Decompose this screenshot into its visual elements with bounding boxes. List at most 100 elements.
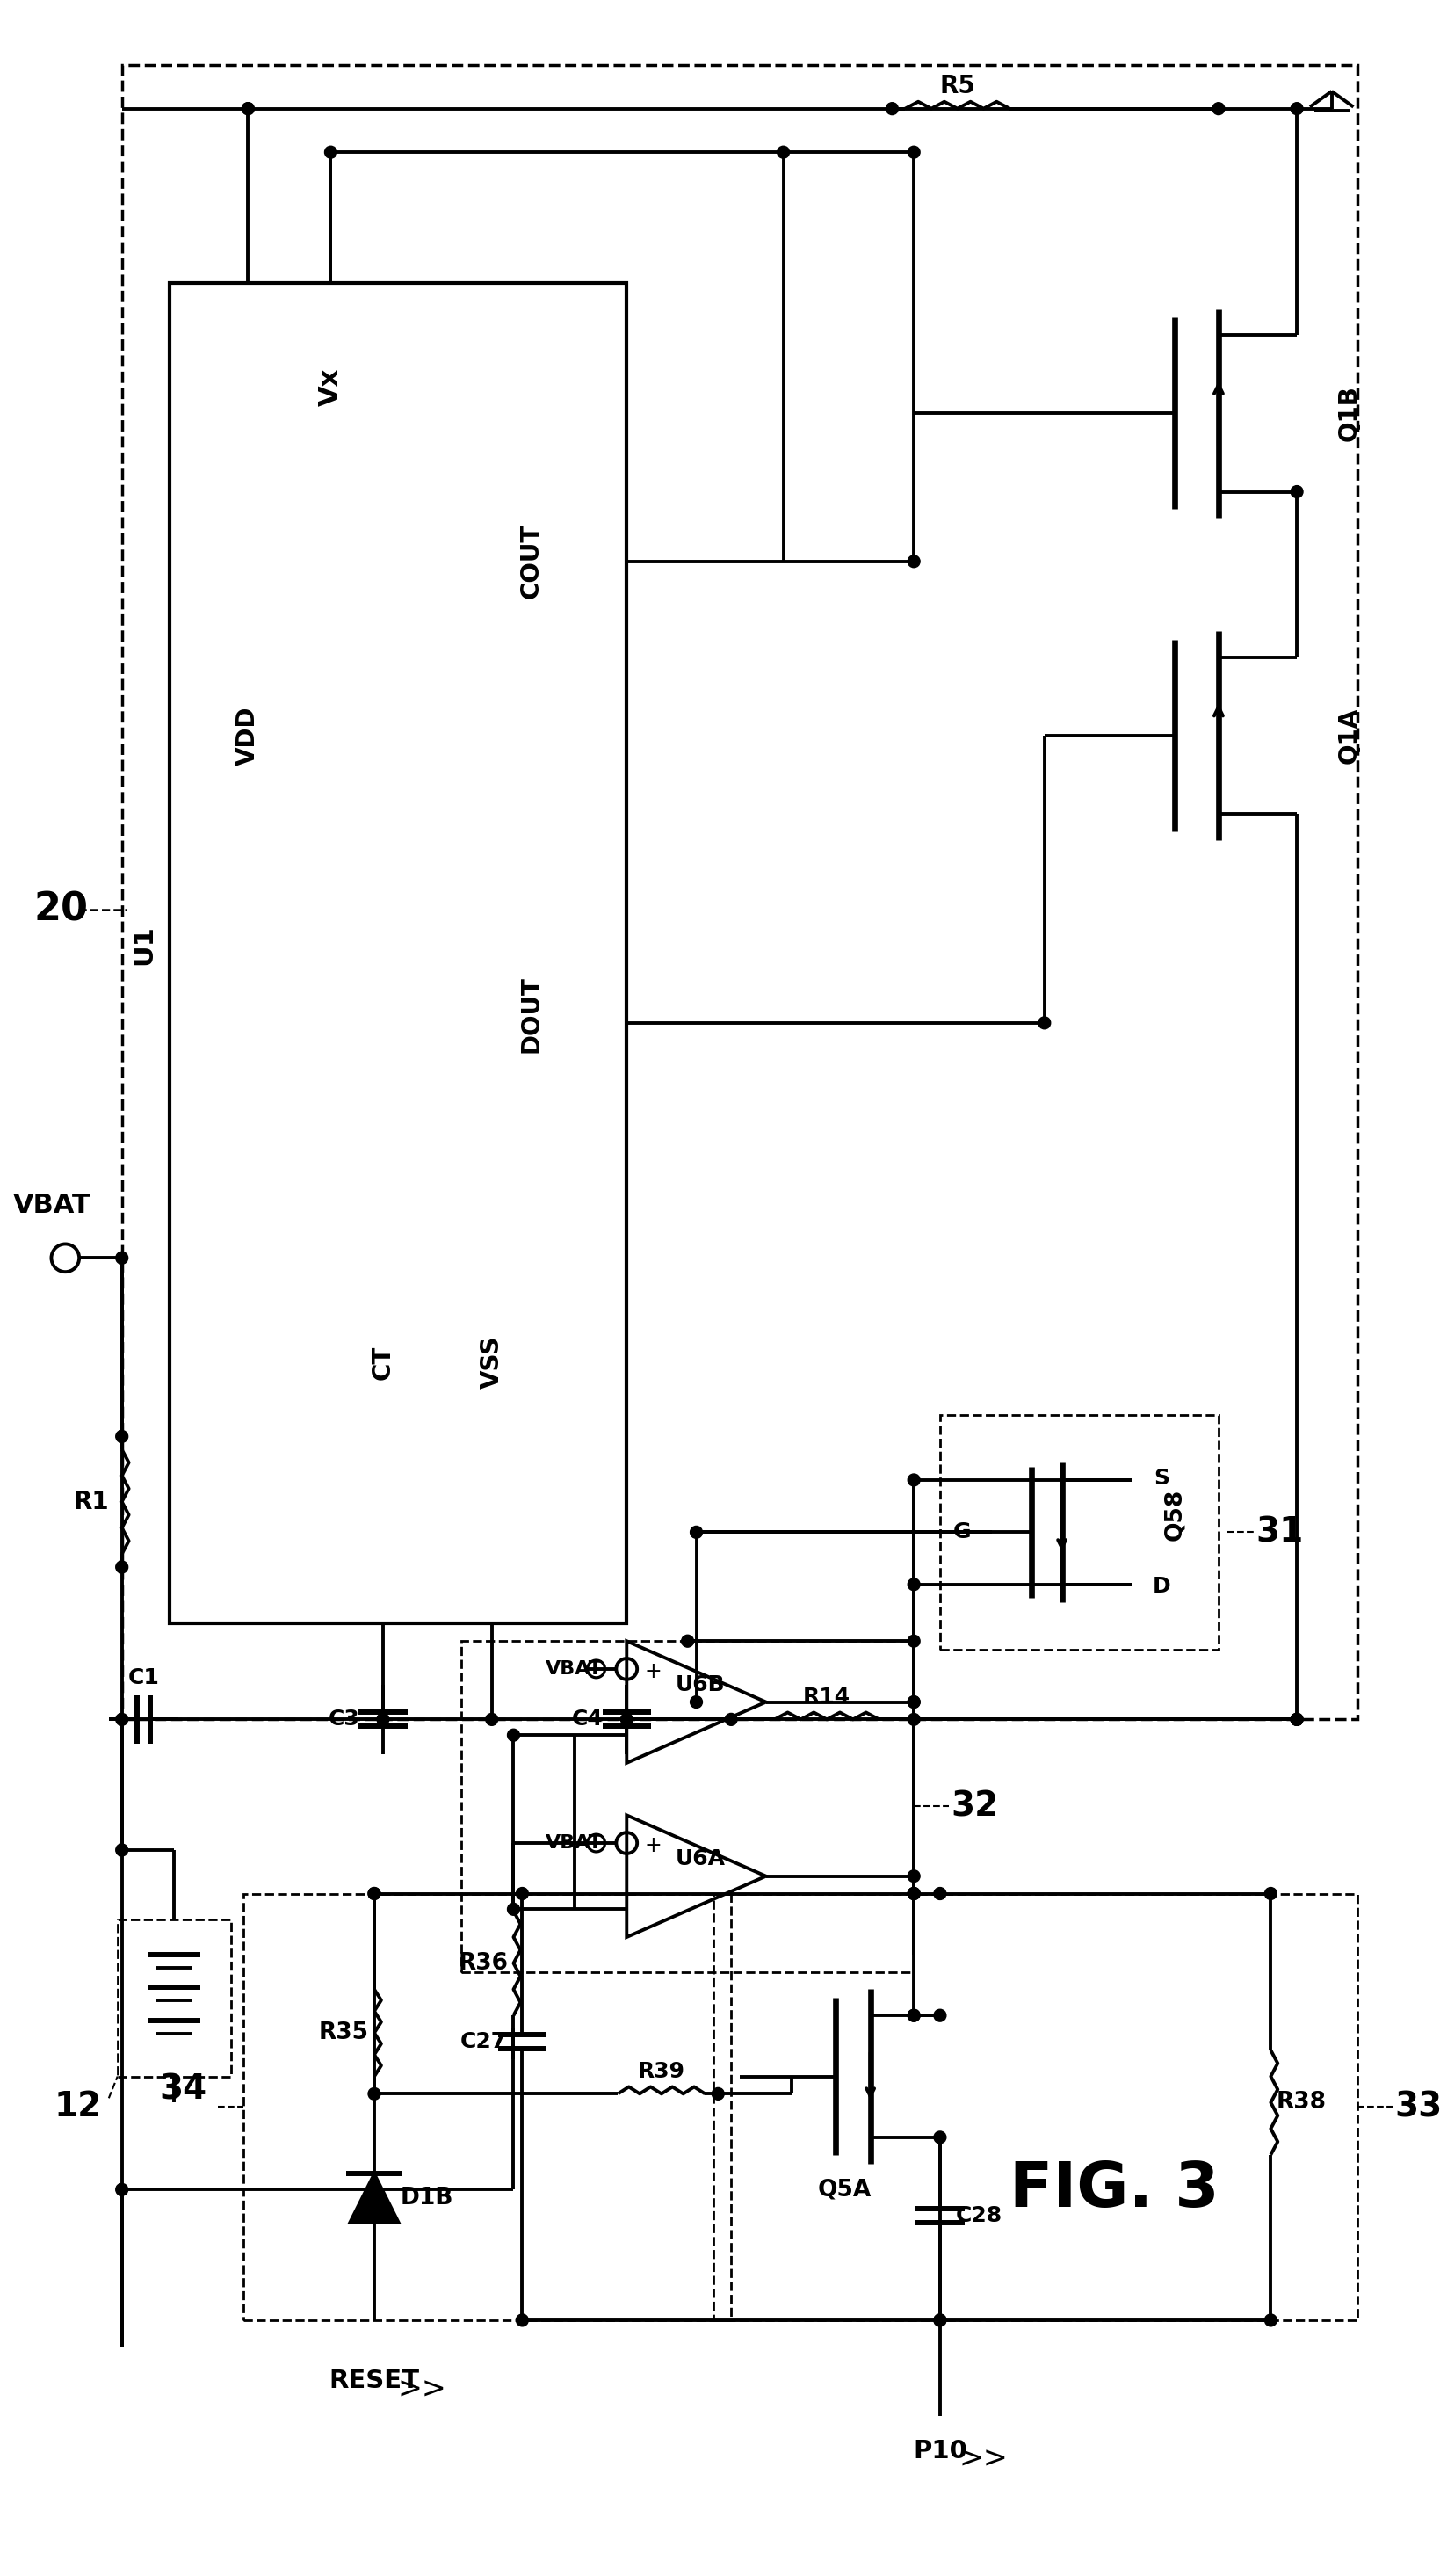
Text: C4: C4 (572, 1708, 603, 1731)
Circle shape (242, 103, 253, 116)
Circle shape (115, 1561, 128, 1574)
Text: G: G (952, 1522, 971, 1543)
Circle shape (1038, 1018, 1050, 1028)
Circle shape (1264, 1888, 1276, 1899)
Text: FIG. 3: FIG. 3 (1008, 2159, 1218, 2221)
Circle shape (369, 2087, 380, 2099)
Text: P10: P10 (913, 2439, 966, 2463)
Circle shape (907, 1473, 919, 1486)
Circle shape (507, 1904, 520, 1917)
Circle shape (516, 2313, 528, 2326)
Text: RESET: RESET (328, 2370, 419, 2393)
Circle shape (907, 1636, 919, 1646)
Text: R5: R5 (939, 75, 975, 98)
Circle shape (907, 2009, 919, 2022)
Text: U1: U1 (131, 925, 157, 963)
Text: COUT: COUT (518, 523, 543, 598)
Text: R39: R39 (638, 2061, 685, 2081)
Text: U6B: U6B (675, 1674, 726, 1695)
Circle shape (690, 1695, 701, 1708)
Text: VDD: VDD (236, 706, 261, 765)
Circle shape (907, 1695, 919, 1708)
Text: Q58: Q58 (1164, 1489, 1185, 1540)
Circle shape (115, 2184, 128, 2195)
Text: Q5A: Q5A (816, 2179, 871, 2200)
Text: C3: C3 (328, 1708, 360, 1731)
Circle shape (1290, 1713, 1302, 1726)
Bar (170, 283, 626, 1623)
Text: C1: C1 (128, 1667, 160, 1687)
Circle shape (907, 1713, 919, 1726)
Circle shape (933, 2313, 946, 2326)
Bar (713, 1893, 1356, 2321)
Bar (122, 64, 1356, 1718)
Text: VSS: VSS (480, 1337, 504, 1388)
Circle shape (507, 1728, 520, 1741)
Text: 34: 34 (158, 2074, 206, 2107)
Circle shape (690, 1525, 701, 1538)
Text: VBAT: VBAT (13, 1193, 91, 1218)
Text: R14: R14 (802, 1687, 850, 1708)
Circle shape (907, 1888, 919, 1899)
Text: U6A: U6A (675, 1847, 726, 1870)
Circle shape (907, 1888, 919, 1899)
Circle shape (907, 147, 919, 157)
Circle shape (485, 1713, 498, 1726)
Text: D: D (1152, 1577, 1171, 1597)
Circle shape (621, 1713, 632, 1726)
Text: 31: 31 (1254, 1515, 1303, 1548)
Circle shape (933, 2009, 946, 2022)
Circle shape (933, 2130, 946, 2143)
Text: C27: C27 (459, 2030, 505, 2053)
Circle shape (933, 2313, 946, 2326)
Circle shape (1264, 2313, 1276, 2326)
Text: R38: R38 (1276, 2092, 1325, 2115)
Text: VBAT: VBAT (546, 1659, 602, 1677)
Circle shape (242, 103, 253, 116)
Polygon shape (350, 2174, 399, 2223)
Circle shape (886, 103, 897, 116)
Circle shape (115, 1430, 128, 1443)
Bar (461, 1641, 913, 1971)
Bar (939, 1414, 1218, 1649)
Circle shape (933, 1888, 946, 1899)
Text: D1B: D1B (400, 2187, 452, 2210)
Text: >>: >> (959, 2445, 1008, 2473)
Bar (118, 1919, 230, 2076)
Text: VBAT: VBAT (546, 1834, 602, 1852)
Circle shape (907, 1870, 919, 1883)
Text: +: + (644, 1834, 661, 1857)
Circle shape (1290, 103, 1302, 116)
Text: R36: R36 (458, 1953, 508, 1976)
Circle shape (115, 1252, 128, 1265)
Text: CT: CT (370, 1345, 395, 1381)
Circle shape (1211, 103, 1224, 116)
Text: R1: R1 (73, 1489, 109, 1515)
Text: C28: C28 (955, 2205, 1002, 2226)
Circle shape (907, 1579, 919, 1589)
Bar (243, 1893, 730, 2321)
Circle shape (1290, 1713, 1302, 1726)
Circle shape (516, 1888, 528, 1899)
Circle shape (776, 147, 789, 157)
Text: Vx: Vx (318, 368, 343, 407)
Circle shape (907, 556, 919, 567)
Text: Q1A: Q1A (1336, 708, 1361, 765)
Text: 32: 32 (950, 1790, 998, 1824)
Text: 33: 33 (1394, 2089, 1440, 2123)
Circle shape (115, 1713, 128, 1726)
Text: R35: R35 (318, 2022, 369, 2045)
Circle shape (907, 1695, 919, 1708)
Text: 12: 12 (55, 2089, 102, 2123)
Circle shape (724, 1713, 737, 1726)
Circle shape (907, 1888, 919, 1899)
Text: 20: 20 (33, 891, 88, 927)
Text: S: S (1153, 1468, 1169, 1489)
Text: >>: >> (397, 2375, 446, 2403)
Circle shape (369, 1888, 380, 1899)
Circle shape (115, 1844, 128, 1857)
Circle shape (369, 1888, 380, 1899)
Text: DOUT: DOUT (518, 976, 543, 1054)
Circle shape (907, 2009, 919, 2022)
Circle shape (711, 2087, 724, 2099)
